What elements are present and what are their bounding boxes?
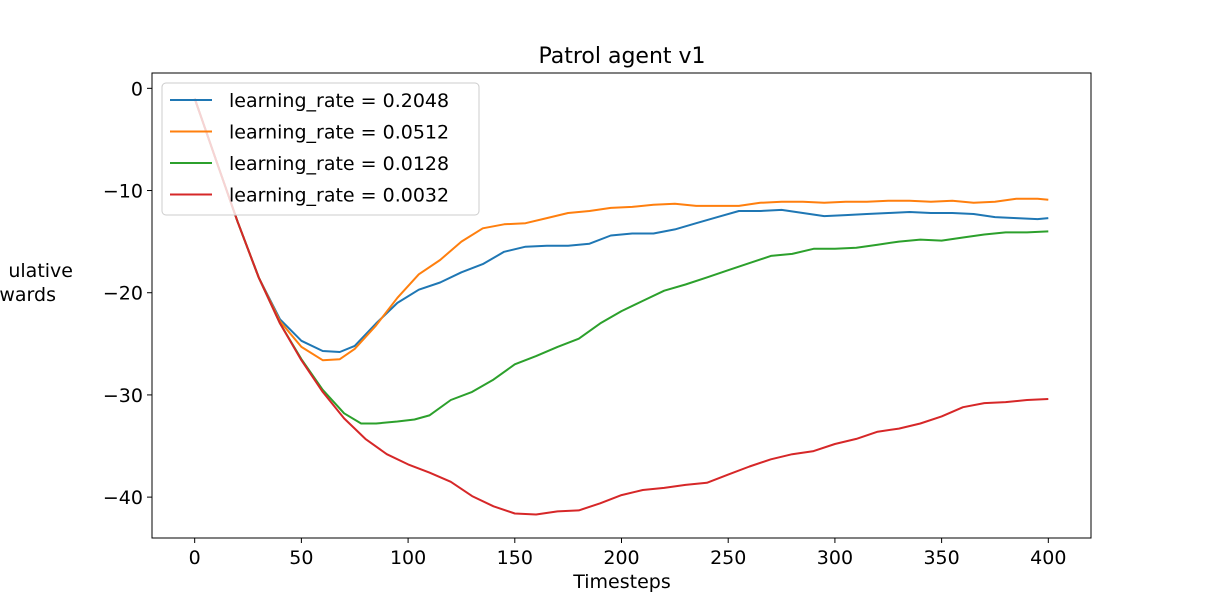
x-tick-label: 250 (710, 547, 746, 569)
series-line-2 (193, 98, 1049, 362)
legend-label-4: learning_rate = 0.0032 (229, 185, 449, 207)
legend-box (161, 82, 480, 216)
x-axis-label: Timesteps (572, 571, 671, 593)
x-tick-label: 150 (497, 547, 533, 569)
legend-label-1: learning_rate = 0.2048 (229, 90, 449, 112)
series-line-1 (193, 98, 1049, 353)
y-tick-label: −20 (103, 283, 143, 305)
x-tick-label: 100 (390, 547, 426, 569)
x-tick-label: 350 (923, 547, 959, 569)
x-axis: 0 50 100 150 200 250 300 350 400 (189, 538, 1066, 569)
x-tick-label: 400 (1030, 547, 1066, 569)
legend-label-2: learning_rate = 0.0512 (229, 122, 449, 144)
y-tick-label: −30 (103, 385, 143, 407)
y-tick-label: −10 (103, 181, 143, 203)
y-tick-label: 0 (131, 78, 143, 100)
series-line-4 (193, 98, 1049, 516)
y-tick-label: −40 (103, 487, 143, 509)
x-tick-label: 300 (817, 547, 853, 569)
series-layer (193, 98, 1049, 516)
y-axis-label-line-1: ulative (8, 260, 73, 282)
y-axis: 0 −10 −20 −30 −40 (103, 78, 152, 509)
legend-label-3: learning_rate = 0.0128 (229, 153, 449, 175)
legend: learning_rate = 0.2048 learning_rate = 0.… (161, 82, 480, 216)
series-line-3 (193, 98, 1049, 425)
x-tick-label: 0 (189, 547, 201, 569)
chart-title: Patrol agent v1 (538, 44, 705, 69)
x-tick-label: 200 (603, 547, 639, 569)
y-axis-label-line-2: wards (0, 284, 56, 306)
x-tick-label: 50 (289, 547, 313, 569)
